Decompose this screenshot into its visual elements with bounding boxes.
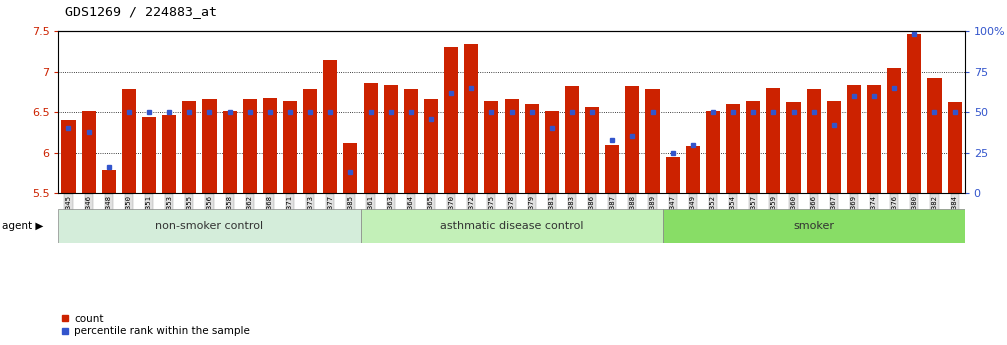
FancyBboxPatch shape: [663, 209, 965, 243]
Bar: [404, 89, 418, 193]
Bar: [666, 157, 680, 193]
Bar: [303, 89, 317, 193]
Bar: [565, 86, 579, 193]
Bar: [243, 99, 257, 193]
Text: agent ▶: agent ▶: [2, 221, 43, 231]
Bar: [444, 47, 458, 193]
Bar: [82, 111, 96, 193]
Bar: [948, 101, 962, 193]
Bar: [786, 102, 801, 193]
Bar: [142, 117, 156, 193]
Bar: [726, 104, 740, 193]
Text: smoker: smoker: [794, 221, 834, 231]
Bar: [384, 85, 398, 193]
Bar: [545, 110, 559, 193]
Bar: [263, 98, 277, 193]
Text: non-smoker control: non-smoker control: [155, 221, 264, 231]
Bar: [505, 99, 519, 193]
Bar: [182, 101, 196, 193]
Bar: [364, 83, 378, 193]
Text: asthmatic disease control: asthmatic disease control: [440, 221, 583, 231]
Bar: [887, 68, 901, 193]
Bar: [585, 107, 599, 193]
Bar: [686, 146, 700, 193]
Bar: [202, 99, 217, 193]
Bar: [162, 115, 176, 193]
Bar: [102, 170, 116, 193]
Bar: [807, 89, 821, 193]
Bar: [122, 89, 136, 193]
Bar: [847, 85, 861, 193]
Legend: count, percentile rank within the sample: count, percentile rank within the sample: [60, 314, 250, 336]
Bar: [525, 104, 539, 193]
Bar: [927, 78, 942, 193]
Bar: [907, 34, 921, 193]
Bar: [323, 60, 337, 193]
Text: GDS1269 / 224883_at: GDS1269 / 224883_at: [65, 5, 218, 18]
Bar: [706, 110, 720, 193]
Bar: [645, 89, 660, 193]
Bar: [867, 85, 881, 193]
Bar: [424, 99, 438, 193]
FancyBboxPatch shape: [58, 209, 361, 243]
FancyBboxPatch shape: [361, 209, 663, 243]
Bar: [61, 120, 76, 193]
Bar: [343, 143, 357, 193]
Bar: [223, 110, 237, 193]
Bar: [464, 44, 478, 193]
Bar: [827, 101, 841, 193]
Bar: [283, 101, 297, 193]
Bar: [766, 88, 780, 193]
Bar: [625, 86, 639, 193]
Bar: [484, 101, 498, 193]
Bar: [605, 145, 619, 193]
Bar: [746, 101, 760, 193]
